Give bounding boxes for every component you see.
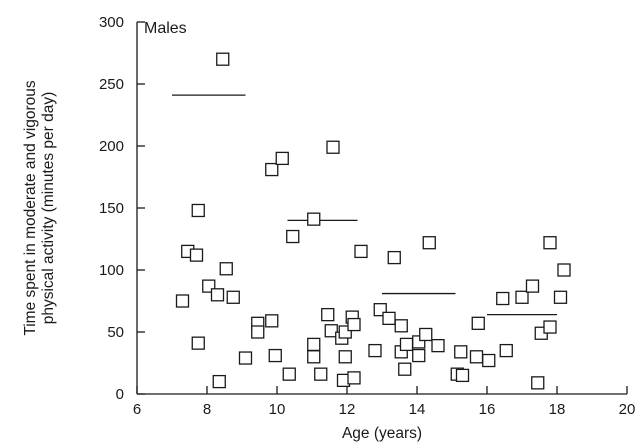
data-point	[419, 327, 433, 342]
x-tick-label: 12	[339, 401, 356, 418]
data-point	[307, 337, 321, 352]
y-axis-label: Time spent in moderate and vigorous phys…	[22, 80, 57, 336]
data-point	[354, 244, 368, 259]
data-point	[412, 348, 426, 363]
y-tick-label: 300	[99, 14, 124, 31]
data-point	[347, 317, 361, 332]
data-point	[515, 290, 529, 304]
x-axis-label: Age (years)	[342, 425, 422, 442]
x-tick-label: 6	[133, 401, 141, 418]
data-point	[238, 351, 253, 365]
mean-lines	[172, 94, 557, 316]
y-tick-label: 100	[99, 262, 124, 279]
data-point	[175, 294, 190, 308]
data-point	[212, 374, 226, 389]
data-point	[499, 343, 513, 358]
data-point	[282, 367, 296, 381]
data-point	[191, 203, 205, 218]
y-tick-label: 150	[99, 200, 124, 217]
data-point	[268, 348, 282, 363]
data-point	[399, 337, 414, 352]
data-point	[382, 311, 396, 326]
y-tick-label: 0	[116, 386, 124, 403]
data-point	[455, 368, 470, 383]
data-points	[175, 52, 571, 390]
data-point	[347, 371, 361, 385]
data-point	[226, 290, 240, 304]
x-tick-label: 20	[619, 401, 636, 418]
y-axis-label-line-2: physical activity (minutes per day)	[40, 92, 57, 325]
data-point	[286, 229, 300, 244]
data-point	[496, 291, 510, 306]
y-tick-label: 250	[99, 76, 124, 93]
axes	[136, 22, 627, 395]
y-axis-label-line-1: Time spent in moderate and vigorous	[22, 80, 39, 336]
x-tick-label: 18	[549, 401, 566, 418]
x-tick-label: 8	[203, 401, 211, 418]
data-point	[251, 325, 265, 339]
data-point	[189, 248, 204, 262]
data-point	[265, 162, 279, 177]
data-point	[368, 343, 382, 358]
x-axis-ticks: 6 8 10 12 14 16 18 20	[133, 386, 636, 418]
data-point	[326, 140, 340, 154]
x-tick-label: 16	[479, 401, 496, 418]
data-point	[275, 151, 289, 166]
data-point	[422, 236, 436, 250]
data-point	[338, 350, 352, 364]
data-point	[210, 288, 225, 302]
data-point	[307, 350, 321, 364]
data-point	[394, 319, 408, 333]
x-tick-label: 10	[269, 401, 286, 418]
data-point	[265, 314, 279, 328]
y-axis-ticks: 0 50 100 150 200 250 300	[99, 14, 145, 403]
data-point	[191, 336, 205, 350]
data-point	[307, 212, 321, 226]
data-point	[525, 279, 540, 293]
data-point	[431, 338, 445, 353]
x-tick-label: 14	[409, 401, 426, 418]
data-point	[387, 250, 401, 265]
data-point	[543, 320, 557, 334]
data-point	[543, 236, 557, 250]
data-point	[469, 350, 484, 364]
data-point	[471, 316, 485, 330]
data-point	[314, 367, 328, 381]
data-point	[454, 345, 468, 359]
y-tick-label: 200	[99, 138, 124, 155]
panel-label: Males	[144, 20, 187, 37]
data-point	[482, 353, 496, 368]
data-point	[557, 263, 571, 277]
data-point	[398, 362, 412, 376]
data-point	[321, 307, 335, 322]
data-point	[324, 324, 338, 338]
y-tick-label: 50	[107, 324, 124, 341]
data-point	[219, 262, 233, 276]
data-point	[216, 52, 230, 66]
data-point	[531, 376, 545, 390]
data-point	[553, 290, 568, 304]
